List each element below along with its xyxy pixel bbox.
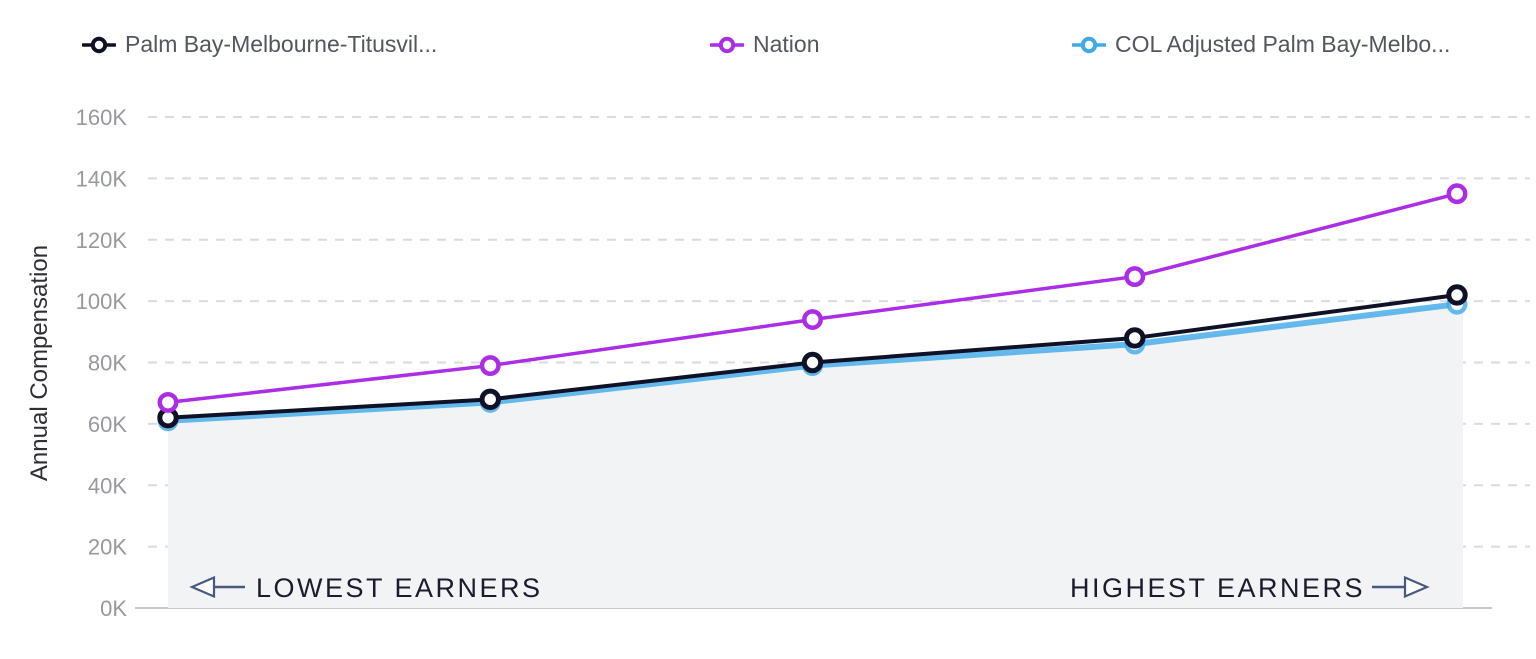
y-tick-label-20K: 20K bbox=[88, 535, 127, 560]
legend-item-col-adjusted[interactable]: COL Adjusted Palm Bay-Melbo... bbox=[1072, 31, 1450, 58]
palm-bay-series-marker-icon bbox=[82, 36, 116, 53]
data-point-nation-5[interactable] bbox=[1446, 183, 1468, 205]
data-point-nation-2[interactable] bbox=[479, 355, 501, 377]
legend-label: Palm Bay-Melbourne-Titusvil... bbox=[125, 31, 438, 57]
legend-label: COL Adjusted Palm Bay-Melbo... bbox=[1115, 31, 1451, 57]
series-plot bbox=[157, 183, 1468, 608]
left-arrow-head-icon bbox=[189, 575, 216, 599]
y-tick-label-100K: 100K bbox=[76, 289, 128, 314]
legend-item-nation[interactable]: Nation bbox=[710, 31, 819, 58]
area-fill bbox=[168, 303, 1463, 608]
nation-series-marker-icon bbox=[710, 36, 744, 53]
y-axis-title: Annual Compensation bbox=[26, 245, 53, 481]
legend-item-palm-bay[interactable]: Palm Bay-Melbourne-Titusvil... bbox=[82, 31, 437, 58]
data-point-nation-3[interactable] bbox=[802, 309, 823, 330]
y-tick-label-0K: 0K bbox=[100, 596, 127, 621]
lowest-earners-annotation: LOWEST EARNERS bbox=[189, 573, 543, 603]
data-point-palm-bay-5[interactable] bbox=[1446, 284, 1468, 306]
y-tick-label-140K: 140K bbox=[76, 166, 128, 191]
y-tick-label-60K: 60K bbox=[88, 412, 127, 437]
data-point-palm-bay-2[interactable] bbox=[479, 388, 501, 411]
legend-label: Nation bbox=[753, 31, 820, 57]
y-tick-label-120K: 120K bbox=[76, 228, 128, 253]
data-point-nation-4[interactable] bbox=[1124, 266, 1146, 288]
data-point-palm-bay-3[interactable] bbox=[801, 351, 824, 374]
y-axis-tick-labels: 0K 20K 40K 60K 80K 100K 120K 140K 160K bbox=[76, 105, 128, 621]
y-tick-label-80K: 80K bbox=[88, 351, 127, 376]
lowest-earners-label: LOWEST EARNERS bbox=[256, 573, 543, 603]
col-adjusted-series-marker-icon bbox=[1072, 36, 1106, 53]
y-tick-label-40K: 40K bbox=[88, 473, 127, 498]
data-point-palm-bay-4[interactable] bbox=[1124, 327, 1146, 349]
data-point-nation-1[interactable] bbox=[157, 391, 179, 413]
chart-legend: Palm Bay-Melbourne-Titusvil... Nation CO… bbox=[0, 0, 1536, 74]
highest-earners-annotation: HIGHEST EARNERS bbox=[1070, 573, 1430, 603]
right-arrow-head-icon bbox=[1403, 575, 1430, 599]
highest-earners-label: HIGHEST EARNERS bbox=[1070, 573, 1365, 603]
y-tick-label-160K: 160K bbox=[76, 105, 128, 130]
